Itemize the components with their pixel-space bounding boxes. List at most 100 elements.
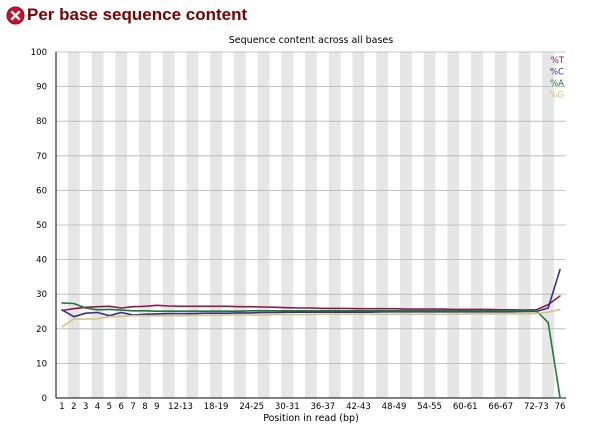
data-point-t xyxy=(488,308,490,311)
data-point-g xyxy=(262,314,265,316)
y-tick-label: 90 xyxy=(36,83,47,93)
x-tick-label: 30-31 xyxy=(275,402,300,412)
data-point-g xyxy=(227,314,229,316)
data-point-c xyxy=(322,311,324,313)
data-point-t xyxy=(417,308,419,310)
data-point-c xyxy=(144,313,146,315)
data-point-a xyxy=(417,310,419,312)
x-tick-label: 6 xyxy=(119,402,124,412)
data-point-a xyxy=(108,308,110,311)
data-point-t xyxy=(334,307,336,309)
data-point-g xyxy=(559,308,561,311)
y-tick-label: 10 xyxy=(36,359,47,369)
y-tick-label: 30 xyxy=(36,290,47,300)
data-point-t xyxy=(274,306,277,308)
data-point-g xyxy=(251,314,253,316)
data-point-t xyxy=(108,305,110,307)
legend-entry: %A xyxy=(550,79,564,89)
data-point-g xyxy=(156,315,158,317)
data-point-t xyxy=(286,307,288,309)
error-icon xyxy=(6,5,25,25)
y-tick-label: 60 xyxy=(36,186,47,196)
data-point-t xyxy=(156,304,158,306)
data-point-c xyxy=(61,309,63,311)
data-point-t xyxy=(322,307,324,309)
data-point-a xyxy=(429,310,431,312)
x-tick-label: 1 xyxy=(59,402,64,412)
x-tick-label: 3 xyxy=(83,402,88,412)
data-point-g xyxy=(488,313,490,315)
data-point-g xyxy=(179,315,182,317)
data-point-c xyxy=(179,312,182,315)
data-point-c xyxy=(156,313,158,315)
data-point-a xyxy=(215,310,217,312)
data-point-t xyxy=(262,306,265,308)
data-point-a xyxy=(298,310,300,312)
data-point-t xyxy=(381,308,383,310)
data-point-c xyxy=(251,312,253,314)
data-point-a xyxy=(322,310,324,312)
data-point-a xyxy=(381,310,383,312)
y-tick-label: 50 xyxy=(36,221,47,231)
data-point-c xyxy=(239,312,241,314)
data-point-a xyxy=(286,310,288,312)
x-tick-label: 24-25 xyxy=(239,402,264,412)
data-point-t xyxy=(310,307,312,309)
data-point-t xyxy=(369,308,371,310)
data-point-t xyxy=(144,305,146,307)
x-tick-label: 9 xyxy=(154,402,159,412)
data-point-t xyxy=(452,308,454,311)
x-tick-label: 18-19 xyxy=(204,402,229,412)
x-tick-label: 4 xyxy=(95,402,100,412)
data-point-g xyxy=(452,313,454,315)
data-point-g xyxy=(322,313,324,315)
data-point-a xyxy=(156,310,158,312)
data-point-t xyxy=(429,308,431,310)
data-point-t xyxy=(298,307,300,309)
data-point-g xyxy=(132,315,134,317)
data-point-t xyxy=(227,305,229,307)
data-point-c xyxy=(547,307,549,309)
data-point-g xyxy=(476,313,478,315)
data-point-g xyxy=(108,316,110,318)
data-point-a xyxy=(144,310,146,312)
grid-lines xyxy=(56,51,566,364)
series-lines xyxy=(61,268,561,399)
data-point-t xyxy=(96,306,99,308)
legend: %T %C%A %G xyxy=(549,56,564,101)
data-point-a xyxy=(464,310,466,312)
data-point-c xyxy=(96,311,99,314)
data-point-a xyxy=(168,310,170,312)
data-point-c xyxy=(357,311,360,313)
data-point-a xyxy=(73,302,75,305)
data-point-g xyxy=(274,314,277,316)
data-point-a xyxy=(239,310,241,312)
x-tick-label: 76 xyxy=(555,402,566,412)
data-point-t xyxy=(559,295,561,297)
data-point-g xyxy=(85,318,87,320)
data-point-t xyxy=(132,306,134,308)
x-tick-label: 48-49 xyxy=(382,402,407,412)
data-point-g xyxy=(73,318,75,320)
x-tick-label: 5 xyxy=(107,402,112,412)
data-point-c xyxy=(85,312,87,314)
report-header: Per base sequence content xyxy=(6,3,247,27)
data-point-g xyxy=(215,314,217,316)
data-point-g xyxy=(440,313,443,315)
legend-entry: %G xyxy=(549,91,564,101)
data-point-a xyxy=(535,310,537,312)
data-point-a xyxy=(274,310,277,312)
data-point-t xyxy=(179,305,182,307)
data-point-c xyxy=(274,311,277,314)
data-point-t xyxy=(345,307,348,309)
data-point-g xyxy=(500,313,502,315)
data-point-g xyxy=(523,313,526,315)
data-point-g xyxy=(405,313,407,315)
data-point-g xyxy=(120,315,122,317)
data-point-a xyxy=(61,302,63,304)
data-point-t xyxy=(251,306,253,308)
data-point-a xyxy=(191,310,193,312)
chart-title: Sequence content across all bases xyxy=(229,35,394,46)
data-point-c xyxy=(310,311,312,313)
data-point-c xyxy=(215,312,217,314)
